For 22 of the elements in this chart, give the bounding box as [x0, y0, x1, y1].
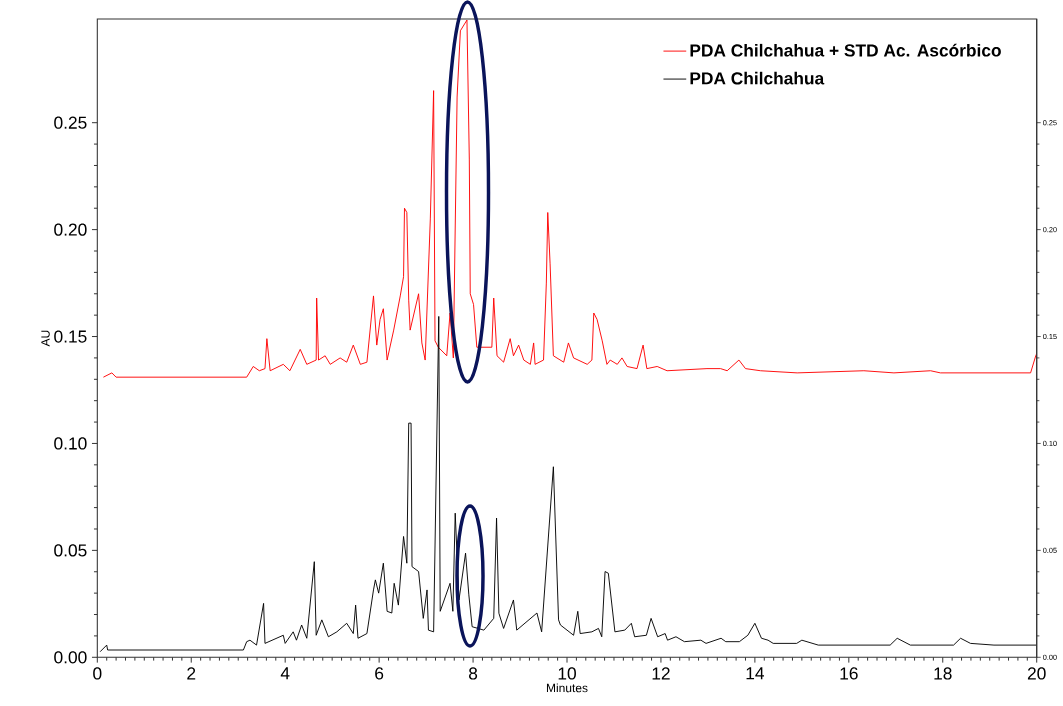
- x-tick-label: 18: [934, 667, 952, 680]
- x-tick-label: 16: [840, 667, 858, 680]
- y-tick-label: 0.00: [54, 651, 87, 664]
- x-axis-title: Minutes: [546, 683, 588, 693]
- x-tick-label: 0: [93, 667, 102, 680]
- x-tick-label: 8: [469, 667, 478, 680]
- x-tick-label: 20: [1027, 667, 1046, 680]
- x-tick-label: 6: [375, 667, 384, 680]
- y-tick-label: 0.20: [54, 223, 87, 236]
- y-tick-label: 0.15: [54, 330, 87, 343]
- y-tick-label: 0.25: [54, 116, 87, 129]
- x-tick-label: 12: [652, 667, 670, 680]
- legend-label: PDA Chilchahua: [690, 71, 825, 85]
- y-tick-label: 0.05: [54, 544, 87, 557]
- legend-label: PDA Chilchahua + STD Ac. Ascórbico: [690, 43, 1001, 57]
- x-tick-label: 4: [280, 667, 290, 680]
- y-axis-title: AU: [41, 330, 50, 347]
- x-tick-label: 2: [187, 667, 196, 680]
- x-tick-label: 14: [746, 667, 765, 680]
- y-tick-label: 0.10: [54, 437, 87, 450]
- line-series: [99, 315, 1037, 653]
- x-tick-label: 10: [558, 667, 576, 680]
